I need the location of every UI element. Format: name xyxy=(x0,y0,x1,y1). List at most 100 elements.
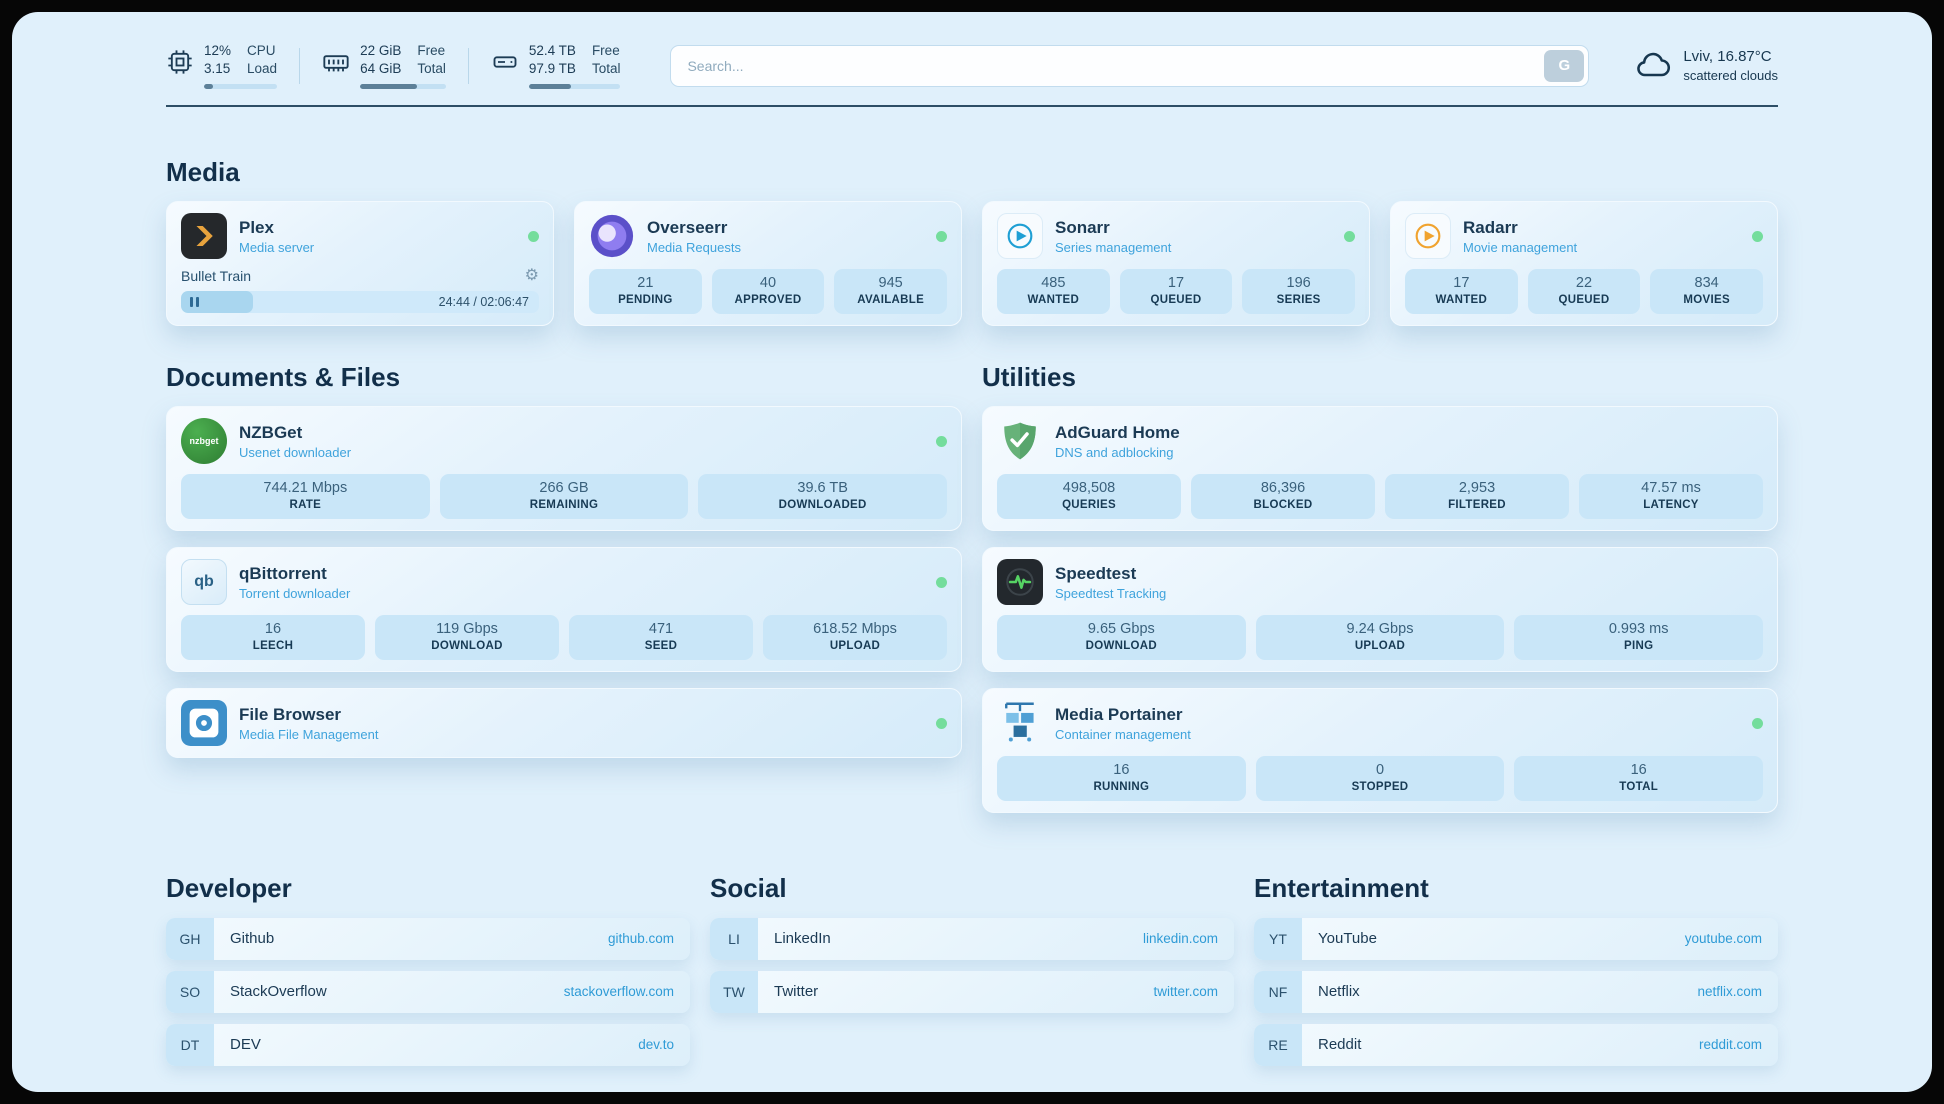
stat-tile: 39.6 TB DOWNLOADED xyxy=(698,474,947,520)
bookmark-column-social: Social LI LinkedIn linkedin.com TW Twitt… xyxy=(710,873,1234,1065)
bookmark-url[interactable]: linkedin.com xyxy=(1142,931,1218,947)
stat-value: 17 xyxy=(1167,275,1185,292)
stat-label: WANTED xyxy=(1027,294,1080,307)
bookmark-youtube[interactable]: YT YouTube youtube.com xyxy=(1254,917,1778,960)
app-card-plex[interactable]: Plex Media server Bullet Train ⚙ xyxy=(166,201,554,327)
header-divider xyxy=(467,47,469,84)
player-progress: 24:44 / 02:06:47 xyxy=(181,291,539,314)
bookmark-github[interactable]: GH Github github.com xyxy=(166,917,690,960)
bookmark-netflix[interactable]: NF Netflix netflix.com xyxy=(1254,970,1778,1013)
bookmark-reddit[interactable]: RE Reddit reddit.com xyxy=(1254,1023,1778,1066)
app-subtitle: Media server xyxy=(239,239,315,255)
app-name: Sonarr xyxy=(1055,217,1110,237)
stat-value: 196 xyxy=(1286,275,1311,292)
cloud-icon xyxy=(1633,48,1673,84)
stat-tile: 16 RUNNING xyxy=(997,756,1246,802)
header-divider xyxy=(299,47,301,84)
sonarr-icon xyxy=(997,213,1043,260)
app-subtitle: Media Requests xyxy=(647,239,741,255)
app-card-sonarr[interactable]: Sonarr Series management 485 WANTED 17 Q… xyxy=(982,201,1370,327)
app-name: Radarr xyxy=(1463,217,1518,237)
stat-value: 16 xyxy=(1113,762,1130,779)
stat-tile: 0 STOPPED xyxy=(1255,756,1505,802)
section-title-documents: Documents & Files xyxy=(166,362,401,393)
search-input[interactable] xyxy=(670,44,1590,87)
app-card-qbittorrent[interactable]: qb qBittorrent Torrent downloader 16 xyxy=(166,547,962,673)
stat-tile: 17 QUEUED xyxy=(1119,269,1233,315)
header-rule xyxy=(166,105,1778,108)
stat-label: REMAINING xyxy=(529,499,599,512)
stat-tile: 40 APPROVED xyxy=(711,269,825,315)
bookmark-url[interactable]: reddit.com xyxy=(1698,1037,1762,1053)
documents-column: Documents & Files nzbget NZBGet Usenet d… xyxy=(166,362,962,813)
bookmark-abbr: YT xyxy=(1254,917,1302,960)
ram-free-value: 22 GiB xyxy=(360,43,402,58)
stat-value: 266 GB xyxy=(539,480,589,497)
bookmark-twitter[interactable]: TW Twitter twitter.com xyxy=(710,970,1234,1013)
app-card-filebrowser[interactable]: File Browser Media File Management xyxy=(166,688,962,759)
stat-label: QUEUED xyxy=(1558,294,1610,307)
cpu-label: CPU xyxy=(247,43,276,58)
gear-icon[interactable]: ⚙ xyxy=(524,267,539,285)
status-dot xyxy=(1344,230,1355,242)
bookmark-name: Github xyxy=(230,930,275,948)
section-title-developer: Developer xyxy=(166,873,292,904)
stat-label: QUERIES xyxy=(1062,499,1116,512)
stat-tile: 196 SERIES xyxy=(1242,269,1355,315)
bookmark-stackoverflow[interactable]: SO StackOverflow stackoverflow.com xyxy=(166,970,690,1013)
bookmarks-row: Developer GH Github github.com SO StackO… xyxy=(166,873,1778,1066)
portainer-icon xyxy=(997,700,1043,746)
bookmark-url[interactable]: dev.to xyxy=(638,1037,674,1053)
bookmark-column-developer: Developer GH Github github.com SO StackO… xyxy=(166,873,690,1066)
bookmark-name: Twitter xyxy=(774,983,819,1001)
bookmark-abbr: LI xyxy=(710,917,758,960)
app-card-adguard[interactable]: AdGuard Home DNS and adblocking 498,508 … xyxy=(982,406,1778,532)
app-card-nzbget[interactable]: nzbget NZBGet Usenet downloader 744.21 M… xyxy=(166,406,962,532)
bookmark-linkedin[interactable]: LI LinkedIn linkedin.com xyxy=(710,917,1234,960)
bookmark-url[interactable]: netflix.com xyxy=(1697,984,1762,1000)
playback-bar[interactable]: 24:44 / 02:06:47 xyxy=(181,291,539,314)
stat-label: PENDING xyxy=(618,294,673,307)
bookmark-name: DEV xyxy=(230,1036,261,1054)
stat-label: WANTED xyxy=(1435,294,1488,307)
stat-tile: 0.993 ms PING xyxy=(1514,615,1763,661)
stat-label: LATENCY xyxy=(1643,499,1699,512)
bookmark-url[interactable]: twitter.com xyxy=(1153,984,1218,1000)
bookmark-url[interactable]: github.com xyxy=(607,931,674,947)
stat-label: BLOCKED xyxy=(1253,499,1313,512)
bookmark-abbr: DT xyxy=(166,1023,214,1066)
app-card-speedtest[interactable]: Speedtest Speedtest Tracking 9.65 Gbps D… xyxy=(982,547,1778,673)
cpu-load-label: Load xyxy=(247,60,278,76)
stat-tile: 86,396 BLOCKED xyxy=(1191,474,1375,520)
stat-label: RATE xyxy=(289,499,322,512)
bookmark-abbr: SO xyxy=(166,970,214,1013)
app-card-radarr[interactable]: Radarr Movie management 17 WANTED 22 QUE… xyxy=(1390,201,1778,327)
section-title-media: Media xyxy=(166,157,240,188)
bookmark-url[interactable]: stackoverflow.com xyxy=(563,984,674,1000)
top-bar: 12% 3.15 CPU Load xyxy=(12,12,1932,90)
app-card-portainer[interactable]: Media Portainer Container management 16 … xyxy=(982,688,1778,814)
stat-tile: 9.24 Gbps UPLOAD xyxy=(1255,615,1505,661)
utilities-column: Utilities xyxy=(982,362,1778,814)
bookmark-name: StackOverflow xyxy=(230,983,327,1001)
bookmark-url[interactable]: youtube.com xyxy=(1684,931,1762,947)
app-card-overseerr[interactable]: Overseerr Media Requests 21 PENDING 40 A… xyxy=(574,201,962,327)
stat-tile: 744.21 Mbps RATE xyxy=(181,474,430,520)
status-dot xyxy=(936,435,947,447)
app-name: NZBGet xyxy=(239,422,303,442)
cpu-widget: 12% 3.15 CPU Load xyxy=(166,42,278,90)
ram-total-value: 64 GiB xyxy=(360,60,402,76)
app-subtitle: DNS and adblocking xyxy=(1055,444,1174,460)
status-dot xyxy=(1752,717,1763,729)
stat-value: 22 xyxy=(1575,275,1593,292)
search-provider-button[interactable]: G xyxy=(1544,49,1585,82)
system-stats: 12% 3.15 CPU Load xyxy=(166,42,621,90)
stat-tile: 16 TOTAL xyxy=(1514,756,1763,802)
bookmark-column-entertainment: Entertainment YT YouTube youtube.com NF … xyxy=(1254,873,1778,1066)
disk-free-label: Free xyxy=(591,43,620,58)
status-dot xyxy=(936,717,947,729)
bookmark-abbr: RE xyxy=(1254,1023,1302,1066)
bookmark-dev[interactable]: DT DEV dev.to xyxy=(166,1023,690,1066)
stat-tile: 21 PENDING xyxy=(589,269,702,315)
cpu-progress-bar xyxy=(204,84,278,90)
